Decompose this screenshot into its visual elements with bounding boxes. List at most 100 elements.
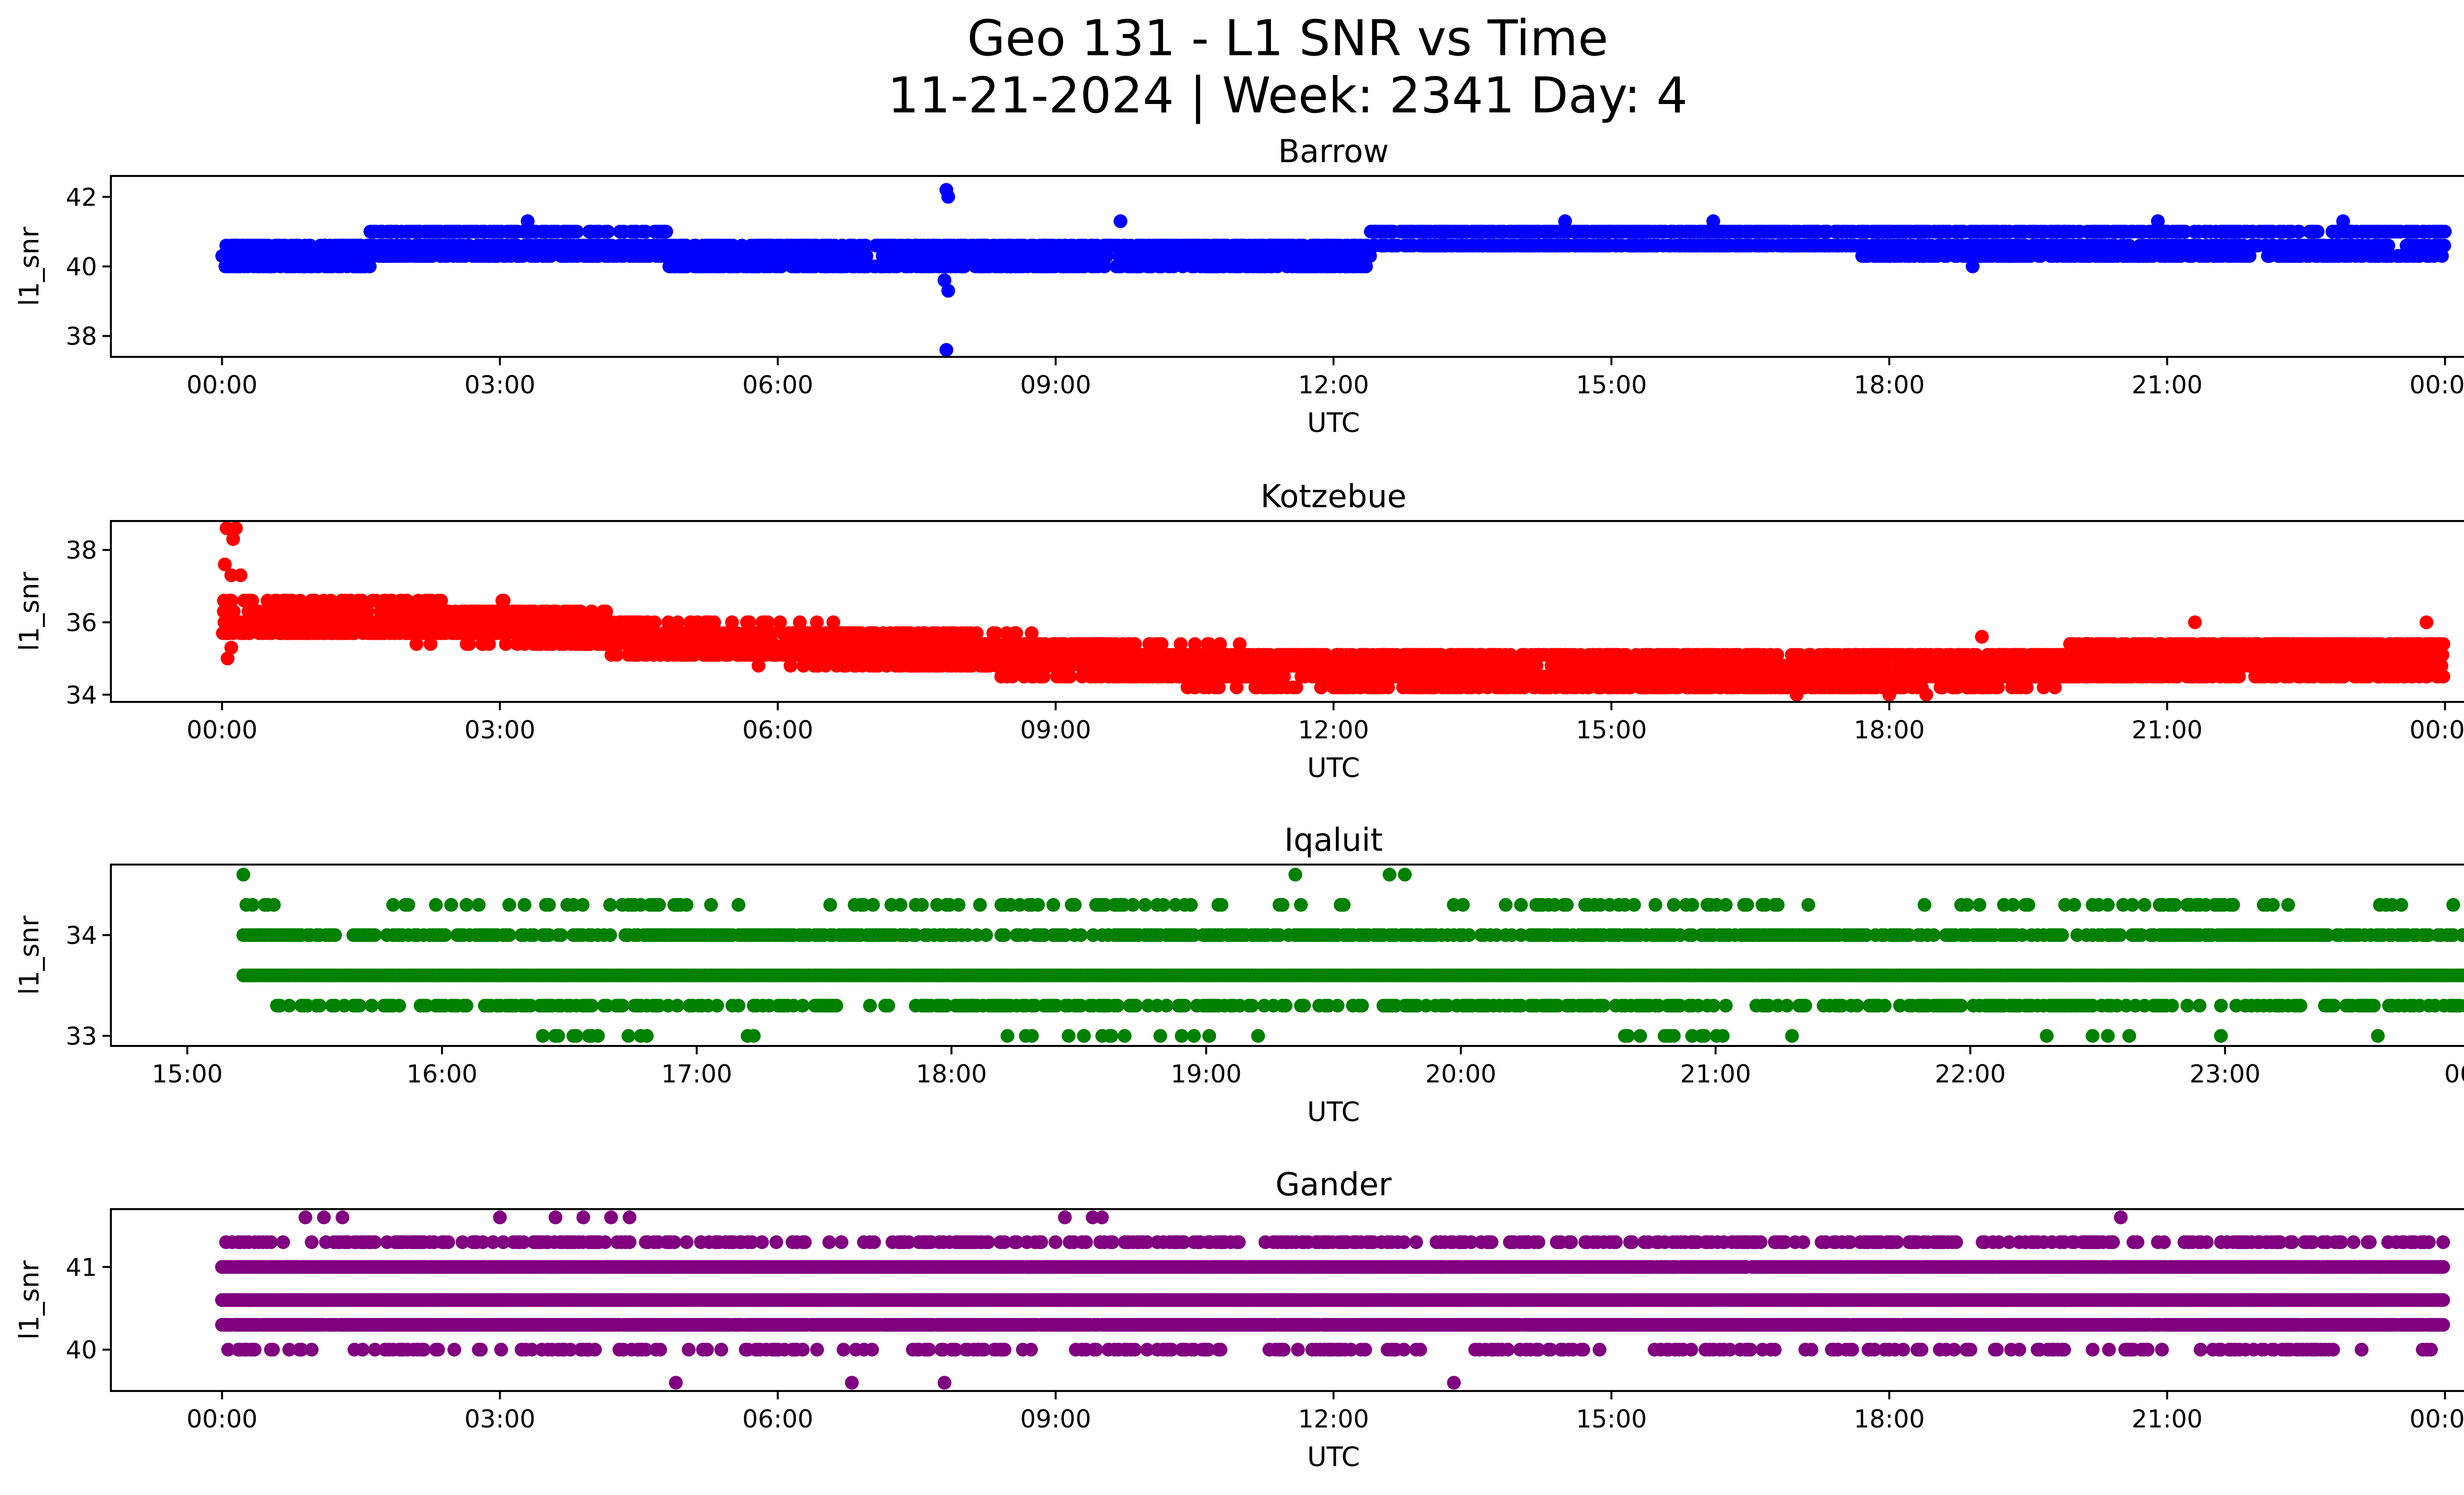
data-point xyxy=(2422,249,2436,263)
data-point xyxy=(1326,249,1340,263)
data-point xyxy=(880,249,894,263)
data-point xyxy=(1965,259,1980,274)
data-point xyxy=(1543,239,1557,253)
data-point xyxy=(345,239,359,253)
data-point xyxy=(1142,249,1156,263)
data-point xyxy=(2336,214,2350,228)
data-point xyxy=(1355,249,1369,263)
data-point xyxy=(844,239,858,253)
data-point xyxy=(1903,249,1917,263)
x-tick-label: 00:00 xyxy=(186,371,257,399)
data-point xyxy=(1961,249,1975,263)
data-point xyxy=(2414,239,2428,253)
data-point xyxy=(1163,239,1177,253)
data-point xyxy=(1280,249,1294,263)
data-point xyxy=(522,239,536,253)
data-point xyxy=(1805,224,1819,239)
data-point xyxy=(331,239,345,253)
data-point xyxy=(1001,259,1016,274)
x-tick-label: 03:00 xyxy=(464,371,535,399)
data-point xyxy=(1433,239,1447,253)
data-point xyxy=(1991,249,2006,263)
data-point xyxy=(1187,259,1201,274)
data-point xyxy=(2435,249,2449,263)
data-point xyxy=(2217,224,2231,239)
data-point xyxy=(954,239,968,253)
data-point xyxy=(1687,239,1701,253)
data-point xyxy=(1056,249,1070,263)
data-point xyxy=(1027,249,1040,263)
data-point xyxy=(2392,249,2406,263)
data-point xyxy=(491,239,505,253)
data-point xyxy=(2168,249,2182,263)
data-point xyxy=(388,224,403,239)
y-axis-label: l1_snr xyxy=(14,226,45,306)
data-point xyxy=(1113,214,1128,228)
data-point xyxy=(2153,239,2167,253)
data-point xyxy=(2056,239,2071,253)
data-point xyxy=(571,249,584,263)
data-point xyxy=(904,259,918,274)
data-point xyxy=(2093,224,2107,239)
data-point xyxy=(1507,239,1521,253)
data-point xyxy=(519,224,533,239)
data-point xyxy=(1046,249,1060,263)
data-point xyxy=(590,249,604,263)
data-point xyxy=(760,259,774,274)
data-point xyxy=(1225,249,1239,263)
data-point xyxy=(1375,239,1389,253)
data-point xyxy=(1663,239,1677,253)
data-point xyxy=(808,259,822,274)
data-point xyxy=(1743,239,1757,253)
data-point xyxy=(539,239,553,253)
data-point xyxy=(1975,239,1989,253)
data-point xyxy=(1667,224,1681,239)
data-point xyxy=(725,615,739,629)
data-point xyxy=(550,239,564,253)
data-point xyxy=(510,249,524,263)
data-point xyxy=(1335,249,1350,263)
data-point xyxy=(2117,249,2131,263)
data-point xyxy=(1371,224,1385,239)
data-point xyxy=(1871,239,1885,253)
data-points xyxy=(215,183,2452,357)
data-point xyxy=(1354,239,1369,253)
data-point xyxy=(759,239,773,253)
data-point xyxy=(2242,249,2257,263)
data-point xyxy=(287,259,301,274)
data-point xyxy=(2063,249,2078,263)
data-point xyxy=(2186,239,2200,253)
data-point xyxy=(1173,637,1188,651)
data-point xyxy=(1916,249,1930,263)
data-point xyxy=(1231,259,1245,274)
data-point xyxy=(1532,224,1546,239)
data-point xyxy=(2361,224,2375,239)
data-point xyxy=(560,239,574,253)
data-point xyxy=(674,259,688,274)
data-point xyxy=(1698,239,1712,253)
data-point xyxy=(1269,249,1283,263)
data-point xyxy=(1202,637,1216,651)
data-point xyxy=(1950,239,1964,253)
data-point xyxy=(2430,224,2445,239)
data-point xyxy=(1822,239,1837,253)
data-point xyxy=(1786,239,1800,253)
data-point xyxy=(1942,224,1956,239)
data-point xyxy=(1700,224,1714,239)
data-point xyxy=(1320,259,1334,274)
data-point xyxy=(1317,239,1331,253)
data-point xyxy=(1304,239,1319,253)
y-tick-label: 38 xyxy=(66,322,97,351)
data-point xyxy=(417,249,431,263)
data-point xyxy=(834,259,848,274)
data-point xyxy=(2283,239,2297,253)
data-point xyxy=(2151,214,2165,228)
x-tick-label: 15:00 xyxy=(1576,371,1647,399)
data-point xyxy=(1337,259,1352,274)
data-point xyxy=(1989,224,2004,239)
data-point xyxy=(986,239,1000,253)
data-point xyxy=(1383,224,1398,239)
data-point xyxy=(1359,259,1373,274)
x-tick-label: 12:00 xyxy=(1298,371,1369,399)
data-point xyxy=(657,224,672,239)
